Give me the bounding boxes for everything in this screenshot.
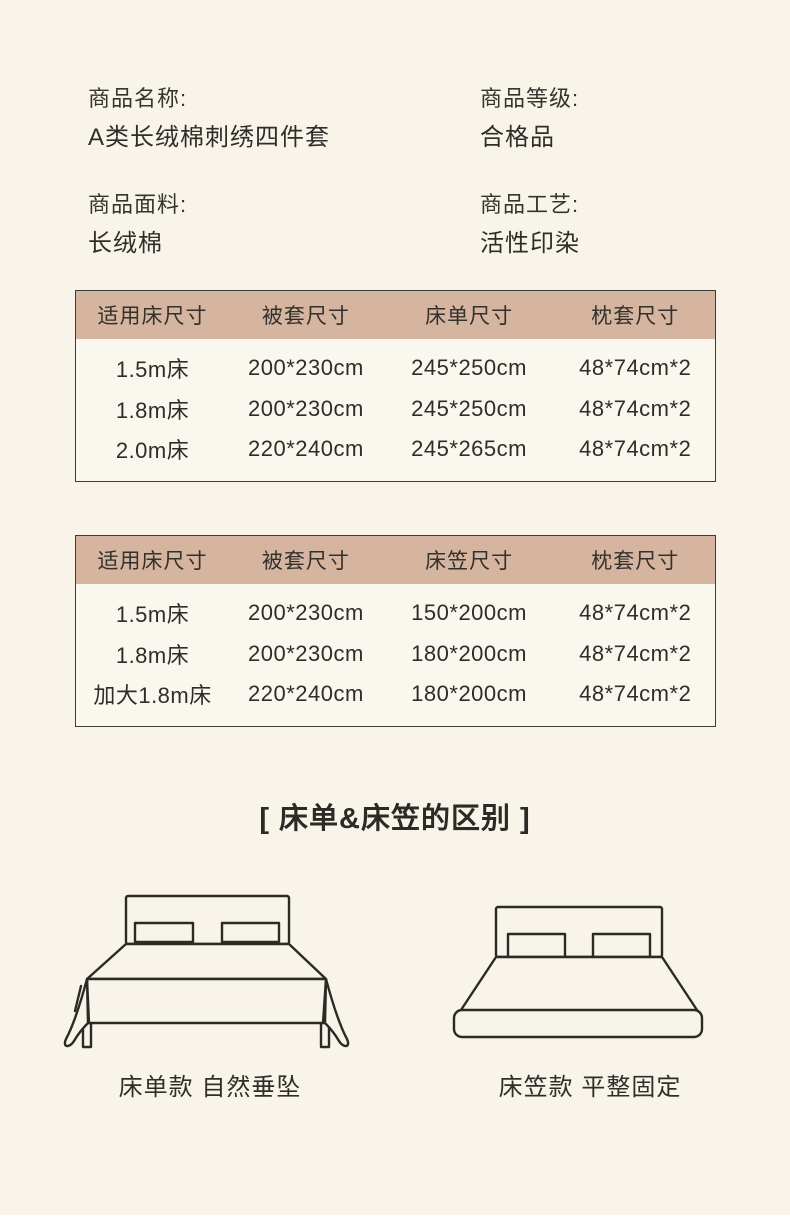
table-header-row: 适用床尺寸 被套尺寸 床笠尺寸 枕套尺寸 [75,535,716,584]
info-item-fabric: 商品面料: 长绒棉 [88,190,480,260]
table-cell: 245*250cm [411,355,527,380]
table-header-cell: 枕套尺寸 [555,535,716,584]
section-title: [ 床单&床笠的区别 ] [259,803,531,835]
sheet-front [85,977,328,1025]
pillow-left [506,932,567,959]
figure-caption: 床笠款 平整固定 [498,1074,682,1101]
pillow-right [591,932,652,959]
product-info: 商品名称: A类长绒棉刺绣四件套 商品等级: 合格品 商品面料: 长绒棉 商品工… [88,84,728,260]
table-cell: 48*74cm*2 [579,641,692,666]
fitted-sheet-figure: 床笠款 平整固定 [430,880,750,1102]
table-cell: 1.8m床 [115,643,190,668]
info-label: 商品工艺: [480,192,580,217]
table-header-cell: 被套尺寸 [229,290,383,339]
table-cell: 48*74cm*2 [579,435,692,461]
table-header-row: 适用床尺寸 被套尺寸 床单尺寸 枕套尺寸 [75,290,716,339]
pillow-left [133,921,195,944]
info-item-craft: 商品工艺: 活性印染 [480,190,728,260]
table-header-cell: 床笠尺寸 [382,535,556,584]
table-cell: 加大1.8m床 [93,682,212,708]
sheet-top [85,942,328,981]
table-header-cell: 床单尺寸 [382,290,556,339]
table-cell: 180*200cm [411,680,527,706]
flat-sheet-figure: 床单款 自然垂坠 [50,880,370,1102]
table-cell: 200*230cm [247,600,364,625]
info-value: 活性印染 [480,230,580,257]
table-header-cell: 被套尺寸 [229,535,383,584]
table-row: 1.5m床 200*230cm 245*250cm 48*74cm*2 [76,339,716,386]
table-cell: 245*250cm [411,396,527,421]
table-header-cell: 适用床尺寸 [75,535,230,584]
info-label: 商品名称: [88,86,188,111]
table-cell: 48*74cm*2 [579,355,692,380]
bottom-divider [0,1215,790,1222]
table-cell: 200*230cm [247,396,364,421]
pillow-right [220,921,281,944]
table-cell: 180*200cm [411,641,527,666]
table-cell: 48*74cm*2 [579,680,692,706]
info-value: 合格品 [480,124,555,151]
table-row: 加大1.8m床 220*240cm 180*200cm 48*74cm*2 [76,678,716,727]
info-item-grade: 商品等级: 合格品 [480,84,728,154]
table-cell: 1.5m床 [115,602,190,627]
table-cell: 2.0m床 [115,437,190,463]
sheet-fold-line [73,984,83,1013]
table-cell: 200*230cm [247,641,364,666]
table-cell: 1.5m床 [115,357,190,382]
flat-sheet-bed-illustration [63,894,350,1049]
table-cell: 220*240cm [247,435,364,461]
mattress-top [459,955,699,1012]
info-value: A类长绒棉刺绣四件套 [88,124,331,151]
figure-caption: 床单款 自然垂坠 [118,1074,302,1101]
bed-comparison: 床单款 自然垂坠 床笠款 平整固定 [50,880,750,1102]
table-cell: 200*230cm [247,355,364,380]
sheet-corner-left [63,977,90,1048]
table-row: 1.8m床 200*230cm 245*250cm 48*74cm*2 [76,386,716,433]
info-value: 长绒棉 [88,230,163,257]
size-table-fitted-sheet: 适用床尺寸 被套尺寸 床笠尺寸 枕套尺寸 1.5m床 200*230cm 150… [75,535,716,727]
table-cell: 48*74cm*2 [579,396,692,421]
info-label: 商品面料: [88,192,188,217]
table-row: 1.8m床 200*230cm 180*200cm 48*74cm*2 [76,631,716,678]
table-cell: 245*265cm [411,435,527,461]
table-cell: 150*200cm [411,600,527,625]
info-label: 商品等级: [480,86,580,111]
table-cell: 48*74cm*2 [579,600,692,625]
table-row: 1.5m床 200*230cm 150*200cm 48*74cm*2 [76,584,716,631]
table-row: 2.0m床 220*240cm 245*265cm 48*74cm*2 [76,433,716,482]
size-table-flat-sheet: 适用床尺寸 被套尺寸 床单尺寸 枕套尺寸 1.5m床 200*230cm 245… [75,290,716,482]
table-cell: 220*240cm [247,680,364,706]
info-item-name: 商品名称: A类长绒棉刺绣四件套 [88,84,480,154]
mattress-base [452,1008,704,1039]
sheet-corner-right [323,977,350,1048]
table-header-cell: 枕套尺寸 [555,290,716,339]
fitted-sheet-bed-illustration [452,905,704,1039]
table-header-cell: 适用床尺寸 [75,290,230,339]
table-cell: 1.8m床 [115,398,190,423]
